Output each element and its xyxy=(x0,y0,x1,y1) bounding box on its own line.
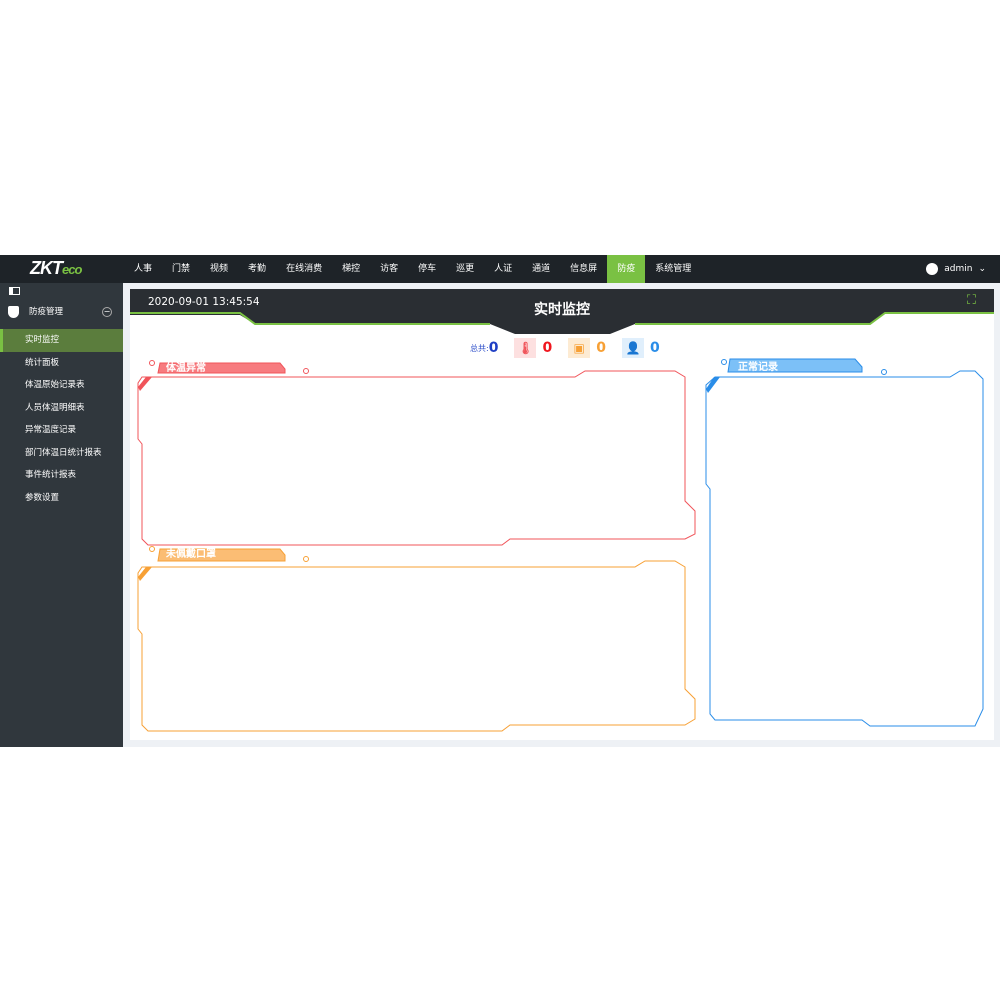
nav-item[interactable]: 通道 xyxy=(532,264,551,274)
collapse-icon[interactable]: − xyxy=(102,307,112,317)
nav-item[interactable]: 人证 xyxy=(494,264,513,274)
fullscreen-icon[interactable]: ⛶ xyxy=(966,293,976,308)
nav-item[interactable]: 系统管理 xyxy=(655,264,692,274)
nav-item[interactable]: 梯控 xyxy=(342,264,361,274)
stats-bar: 总共: 0 🌡 0 ▣ 0 👤 0 xyxy=(470,338,660,358)
nav-item[interactable]: 防疫 xyxy=(607,255,646,283)
sidebar-item[interactable]: 实时监控 xyxy=(0,329,123,352)
sidebar-item[interactable]: 事件统计报表 xyxy=(25,470,77,480)
nav-item[interactable]: 访客 xyxy=(380,264,399,274)
normal-count: 0 xyxy=(649,340,660,356)
mask-icon: ▣ xyxy=(568,338,591,358)
total-count: 0 xyxy=(488,340,499,356)
user-icon xyxy=(926,263,939,275)
user-menu[interactable]: admin ⌄ xyxy=(926,255,986,283)
nav-item[interactable]: 人事 xyxy=(134,264,153,274)
nav-item[interactable]: 停车 xyxy=(418,264,437,274)
datetime: 2020-09-01 13:45:54 xyxy=(148,296,260,308)
abnormal-temp-count: 0 xyxy=(542,340,553,356)
thermometer-icon: 🌡 xyxy=(514,338,537,358)
sidebar-item[interactable]: 人员体温明细表 xyxy=(25,402,85,413)
decorations xyxy=(130,289,994,732)
header: 2020-09-01 13:45:54 实时监控 ⛶ xyxy=(130,289,994,327)
logo: ZKTeco xyxy=(30,258,82,278)
sidebar-item[interactable]: 统计面板 xyxy=(25,357,60,368)
sidebar-item[interactable]: 异常温度记录 xyxy=(25,425,77,435)
user-name: admin xyxy=(944,264,973,274)
menu-toggle-icon[interactable] xyxy=(9,287,20,295)
shield-icon xyxy=(8,306,19,318)
normal-records-panel-title: 正常记录 xyxy=(738,362,778,373)
nav-item[interactable]: 在线消费 xyxy=(286,264,323,274)
sidebar-item[interactable]: 部门体温日统计报表 xyxy=(25,447,102,458)
sidebar: 防疫管理 − 实时监控统计面板体温原始记录表 人员体温明细表 异常温度记录部门体温日统… xyxy=(0,283,123,747)
sidebar-item[interactable]: 参数设置 xyxy=(25,492,60,503)
monitor-panel: 2020-09-01 13:45:54 实时监控 ⛶ 总共: 0 🌡 0 ▣ 0… xyxy=(130,289,994,740)
nav-item[interactable]: 考勤 xyxy=(248,264,267,274)
top-bar: ZKTeco 人事 门禁 视频 考勤 在线消费 梯控 访客 停车 巡更 人证 通道 信息屏 防疫 系统管理… xyxy=(0,255,1000,283)
sidebar-item[interactable]: 体温原始记录表 xyxy=(25,380,85,390)
person-icon: 👤 xyxy=(621,338,644,358)
total-label: 总共: xyxy=(470,343,489,353)
no-mask-count: 0 xyxy=(596,340,606,356)
main-nav: 人事 门禁 视频 考勤 在线消费 梯控 访客 停车 巡更 人证 通道 信息屏 防疫 系统管理 xyxy=(124,255,701,283)
chevron-down-icon: ⌄ xyxy=(978,264,986,274)
abnormal-temp-panel-title: 体温异常 xyxy=(166,363,206,374)
app: ZKTeco 人事 门禁 视频 考勤 在线消费 梯控 访客 停车 巡更 人证 通道 信息屏 防疫 系统管理… xyxy=(0,255,1000,747)
nav-item[interactable]: 视频 xyxy=(210,264,229,274)
group-label: 防疫管理 xyxy=(29,307,64,317)
nav-item[interactable]: 信息屏 xyxy=(570,264,598,274)
nav-item[interactable]: 门禁 xyxy=(172,264,191,274)
no-mask-panel-title: 未佩戴口罩 xyxy=(166,549,216,560)
page-title: 实时监控 xyxy=(534,302,590,318)
nav-item[interactable]: 巡更 xyxy=(456,264,475,274)
sidebar-group[interactable]: 防疫管理 − xyxy=(0,303,123,321)
